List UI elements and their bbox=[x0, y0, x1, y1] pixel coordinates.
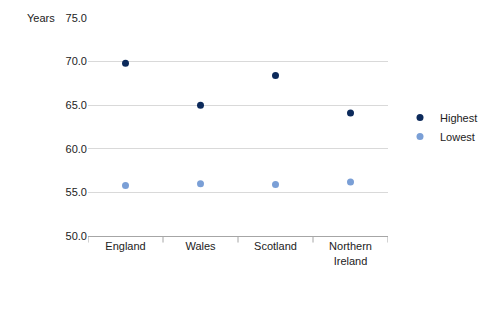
svg-text:50.0: 50.0 bbox=[66, 230, 87, 242]
svg-text:Lowest: Lowest bbox=[440, 131, 475, 143]
svg-text:Years: Years bbox=[27, 12, 55, 24]
svg-text:Wales: Wales bbox=[185, 240, 216, 252]
svg-text:NorthernIreland: NorthernIreland bbox=[329, 240, 372, 266]
svg-text:70.0: 70.0 bbox=[66, 55, 87, 67]
svg-text:Highest: Highest bbox=[440, 112, 477, 124]
svg-text:England: England bbox=[105, 240, 145, 252]
svg-text:60.0: 60.0 bbox=[66, 143, 87, 155]
svg-text:65.0: 65.0 bbox=[66, 99, 87, 111]
svg-text:55.0: 55.0 bbox=[66, 186, 87, 198]
svg-text:Scotland: Scotland bbox=[254, 240, 297, 252]
svg-text:75.0: 75.0 bbox=[66, 12, 87, 24]
